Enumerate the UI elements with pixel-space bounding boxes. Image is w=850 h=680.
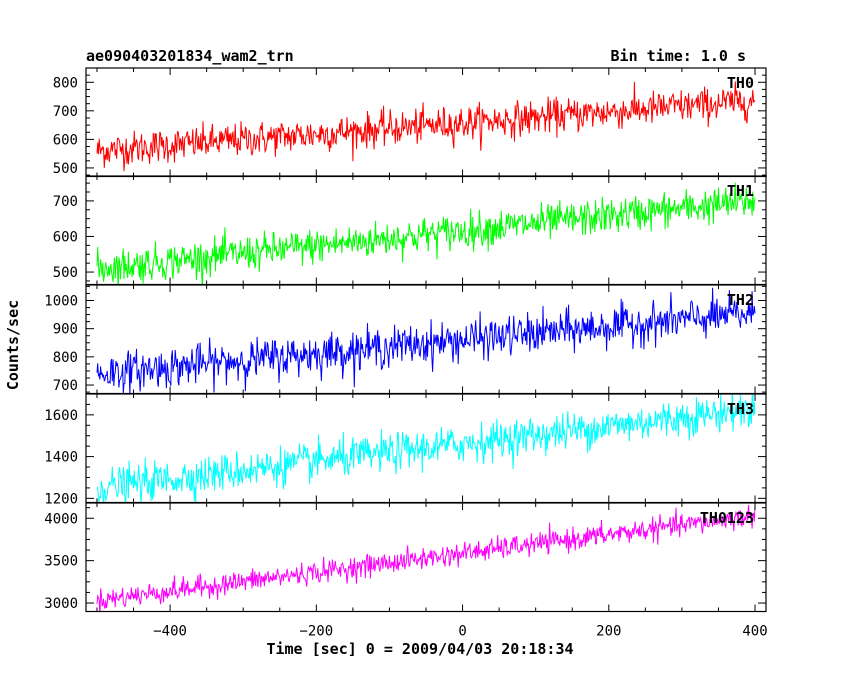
y-tick-label: 700 [53, 378, 78, 394]
panel-th2: 700 800 900 1000 TH2 [44, 284, 767, 395]
panel-label-th1: TH1 [727, 182, 754, 200]
panel-label-th2: TH2 [727, 291, 754, 309]
y-tick-label: 600 [53, 132, 78, 148]
y-tick-label: 500 [53, 161, 78, 177]
chart-title: ae090403201834_wam2_trn [86, 47, 294, 65]
y-tick-label: 800 [53, 75, 78, 91]
y-tick-label: 900 [53, 322, 78, 338]
y-tick-label: 1400 [44, 450, 78, 466]
panel-label-th0: TH0 [727, 74, 754, 92]
panel-label-th3: TH3 [727, 400, 754, 418]
y-tick-label: 1200 [44, 491, 78, 507]
y-tick-label: 3500 [44, 554, 78, 570]
x-axis-label: Time [sec] 0 = 2009/04/03 20:18:34 [266, 640, 573, 658]
y-axis-label: Counts/sec [4, 300, 22, 390]
panel-label-th0123: TH0123 [700, 509, 754, 527]
series-line-th3 [96, 394, 756, 503]
panel-th3: 1200 1400 1600 TH3 [44, 393, 767, 507]
x-tick-label: 200 [596, 624, 621, 640]
series-line-th0123 [96, 504, 756, 612]
x-tick-label: 400 [742, 624, 767, 640]
y-tick-label: 3000 [44, 596, 78, 612]
series-line-th1 [96, 182, 756, 285]
panel-th1: 500 600 700 TH1 [53, 175, 767, 286]
bin-time-label: Bin time: 1.0 s [611, 47, 746, 65]
x-tick-label: 0 [458, 624, 466, 640]
y-tick-label: 1000 [44, 294, 78, 310]
panel-th0: 500 600 700 800 TH0 [53, 67, 767, 178]
x-axis: −400 −200 0 200 400 [153, 624, 767, 640]
y-tick-label: 1600 [44, 408, 78, 424]
x-tick-label: −200 [299, 624, 333, 640]
y-tick-label: 500 [53, 265, 78, 281]
series-line-th2 [96, 287, 756, 394]
y-tick-label: 700 [53, 194, 78, 210]
y-tick-label: 700 [53, 104, 78, 120]
panels: 500 600 700 800 TH0 500 600 700 TH1 700 800 900 1000… [44, 67, 767, 613]
x-tick-label: −400 [153, 624, 187, 640]
y-tick-label: 4000 [44, 511, 78, 527]
y-tick-label: 800 [53, 350, 78, 366]
panel-th0123: 3000 3500 4000 TH0123 [44, 502, 767, 613]
y-tick-label: 600 [53, 229, 78, 245]
series-line-th0 [96, 81, 756, 172]
panel-frame [85, 502, 767, 613]
